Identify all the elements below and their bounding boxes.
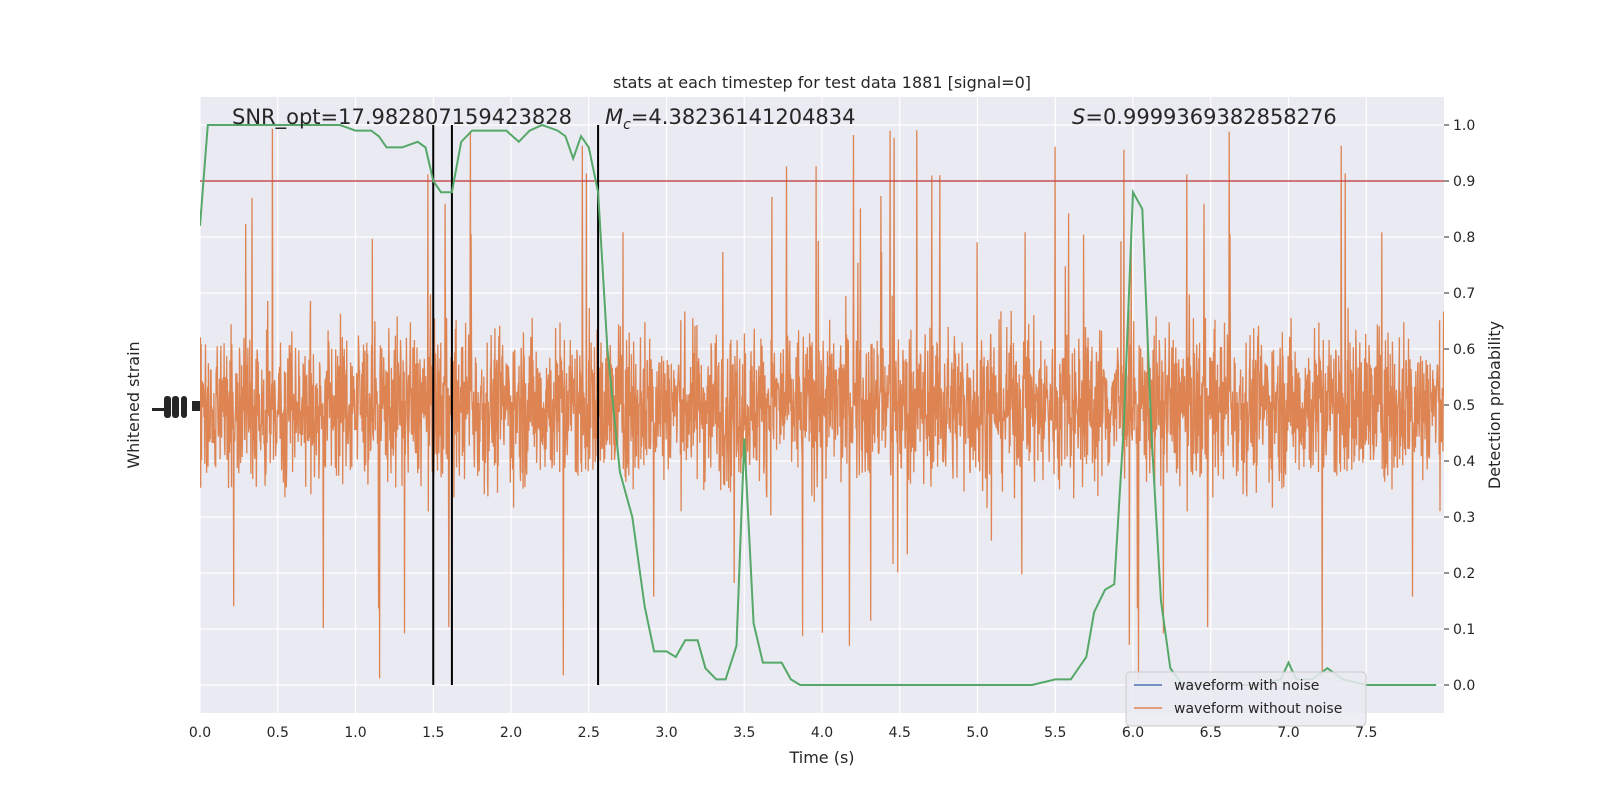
x-tick-label: 7.5 bbox=[1355, 725, 1377, 741]
x-tick-label: 0.0 bbox=[189, 725, 211, 741]
x-axis-ticks: 0.0 0.5 1.0 1.5 2.0 2.5 3.0 3.5 4.0 4.5 5.0 5.5 6.0 6… bbox=[189, 725, 1378, 741]
left-tick-glyph-1 bbox=[152, 408, 166, 411]
x-tick-label: 3.5 bbox=[733, 725, 755, 741]
x-tick-label: 3.0 bbox=[655, 725, 677, 741]
x-tick-label: 7.0 bbox=[1277, 725, 1299, 741]
y-right-axis-label: Detection probability bbox=[1485, 321, 1504, 489]
x-tick-label: 4.0 bbox=[811, 725, 833, 741]
mc-symbol: M bbox=[605, 105, 623, 129]
x-tick-label: 4.5 bbox=[889, 725, 911, 741]
chart-title: stats at each timestep for test data 188… bbox=[613, 73, 1031, 92]
y-right-tick-label: 0.6 bbox=[1453, 342, 1475, 358]
x-tick-label: 1.0 bbox=[344, 725, 366, 741]
x-tick-label: 1.5 bbox=[422, 725, 444, 741]
strain-series-line bbox=[200, 128, 1444, 679]
legend-label-without-noise: waveform without noise bbox=[1174, 701, 1342, 717]
s-symbol: S bbox=[1072, 105, 1085, 129]
x-axis-label: Time (s) bbox=[788, 748, 854, 767]
mc-value: =4.38236141204834 bbox=[631, 105, 856, 129]
x-tick-label: 6.5 bbox=[1200, 725, 1222, 741]
left-tick-glyph-4 bbox=[181, 396, 187, 418]
x-tick-label: 5.0 bbox=[966, 725, 988, 741]
legend-label-with-noise: waveform with noise bbox=[1174, 678, 1319, 694]
y-right-axis-ticks: 0.0 0.1 0.2 0.3 0.4 0.5 0.6 0.7 0.8 0.9 1.0 bbox=[1444, 118, 1475, 694]
y-right-tick-label: 0.9 bbox=[1453, 174, 1475, 190]
probability-series-line bbox=[200, 123, 1437, 686]
y-right-tick-label: 0.7 bbox=[1453, 286, 1475, 302]
chirp-mass-annotation: Mc=4.38236141204834 bbox=[605, 105, 856, 133]
y-left-axis-label: Whitened strain bbox=[124, 341, 143, 468]
x-tick-label: 2.5 bbox=[578, 725, 600, 741]
significance-annotation: S=0.9999369382858276 bbox=[1072, 105, 1337, 129]
left-tick-glyph-3 bbox=[172, 396, 179, 418]
y-right-tick-label: 0.5 bbox=[1453, 398, 1475, 414]
x-tick-label: 2.0 bbox=[500, 725, 522, 741]
x-tick-label: 0.5 bbox=[267, 725, 289, 741]
s-value: =0.9999369382858276 bbox=[1085, 105, 1336, 129]
y-right-tick-label: 0.8 bbox=[1453, 230, 1475, 246]
left-tick-glyph-2 bbox=[164, 396, 171, 418]
y-right-tick-label: 0.1 bbox=[1453, 622, 1475, 638]
vertical-markers bbox=[432, 125, 600, 685]
left-tick-glyph-5 bbox=[192, 401, 200, 411]
y-right-tick-label: 0.0 bbox=[1453, 678, 1475, 694]
y-right-tick-label: 0.3 bbox=[1453, 510, 1475, 526]
left-axis-collapsed-ticks bbox=[152, 396, 200, 418]
x-tick-label: 6.0 bbox=[1122, 725, 1144, 741]
mc-subscript: c bbox=[623, 117, 631, 133]
x-tick-label: 5.5 bbox=[1044, 725, 1066, 741]
snr-annotation: SNR_opt=17.982807159423828 bbox=[232, 105, 572, 130]
y-right-tick-label: 1.0 bbox=[1453, 118, 1475, 134]
legend-box bbox=[1125, 671, 1367, 727]
y-right-tick-label: 0.4 bbox=[1453, 454, 1475, 470]
y-right-tick-label: 0.2 bbox=[1453, 566, 1475, 582]
legend: waveform with noise waveform without noi… bbox=[1125, 671, 1367, 727]
